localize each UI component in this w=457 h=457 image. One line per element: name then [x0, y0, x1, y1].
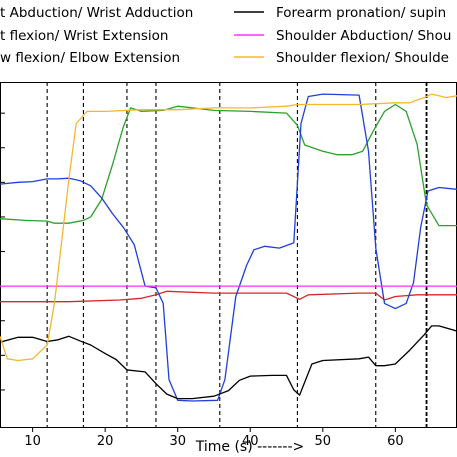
legend-item: Forearm pronation/ supin — [234, 5, 446, 21]
x-tick-label: 10 — [24, 434, 41, 449]
legend: t Abduction/ Wrist Adduction t flexion/ W… — [0, 5, 451, 66]
series-line-2 — [0, 103, 457, 227]
series-line-6 — [0, 93, 457, 362]
series-line-3 — [0, 93, 457, 402]
legend-label: Shoulder Abduction/ Shou — [276, 28, 451, 44]
x-tick-label: 50 — [315, 434, 332, 449]
plot-frame — [0, 82, 457, 428]
x-axis-label: Time (s) -------> — [195, 439, 304, 455]
x-tick-label: 30 — [169, 434, 186, 449]
series-line-4 — [0, 325, 457, 400]
legend-label: w flexion/ Elbow Extension — [0, 50, 180, 66]
legend-item: Shoulder Abduction/ Shou — [234, 28, 451, 44]
legend-item: w flexion/ Elbow Extension — [0, 50, 180, 66]
legend-label: Forearm pronation/ supin — [276, 5, 446, 21]
legend-label: t flexion/ Wrist Extension — [0, 28, 169, 44]
x-tick-label: 60 — [387, 434, 404, 449]
legend-item: t Abduction/ Wrist Adduction — [0, 5, 193, 21]
legend-item: Shoulder flexion/ Shoulde — [234, 50, 449, 66]
event-markers — [46, 82, 428, 428]
x-tick-label: 20 — [97, 434, 114, 449]
legend-label: t Abduction/ Wrist Adduction — [0, 5, 193, 21]
legend-label: Shoulder flexion/ Shoulde — [276, 50, 449, 66]
x-tick-label: 40 — [242, 434, 259, 449]
series-line-1 — [0, 290, 457, 303]
series-lines — [0, 93, 457, 402]
legend-item: t flexion/ Wrist Extension — [0, 28, 169, 44]
x-axis-ticks: 10 20 30 40 50 60 — [24, 428, 404, 449]
